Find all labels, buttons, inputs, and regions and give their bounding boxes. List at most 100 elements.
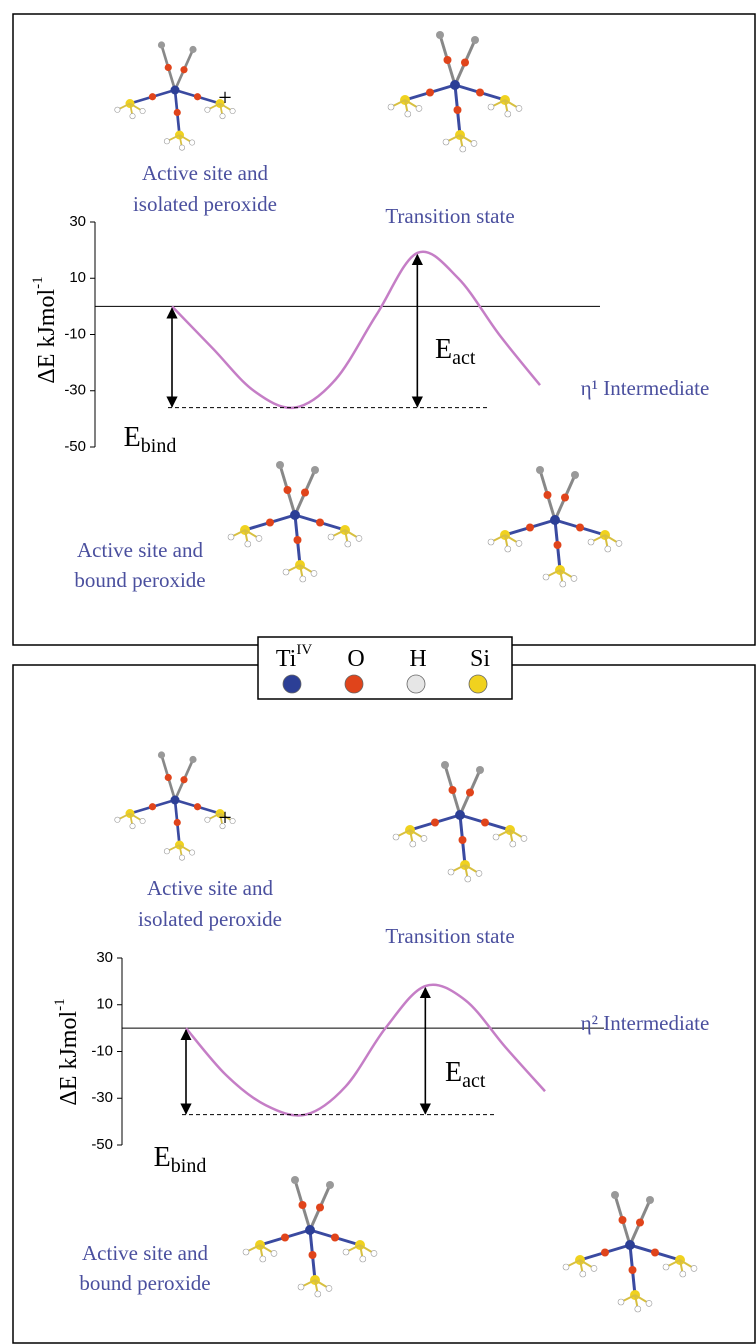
atom xyxy=(331,1234,339,1242)
atom xyxy=(171,86,180,95)
atom xyxy=(245,541,251,547)
y-tick-label: 10 xyxy=(96,996,113,1013)
reactant-label: Active site and xyxy=(147,876,273,900)
atom xyxy=(194,803,201,810)
atom xyxy=(294,536,302,544)
atom xyxy=(410,841,416,847)
y-tick-label: -30 xyxy=(64,382,86,399)
atom xyxy=(393,834,399,840)
atom xyxy=(580,1271,586,1277)
energy-curve xyxy=(186,985,545,1116)
intermediate-label: η¹ Intermediate xyxy=(581,376,710,400)
atom xyxy=(516,105,522,111)
reactant-label: isolated peroxide xyxy=(133,192,277,216)
atom xyxy=(601,1249,609,1257)
bound-label: Active site and xyxy=(82,1241,208,1265)
atom xyxy=(560,581,566,587)
e-text: E xyxy=(445,1057,462,1088)
atom xyxy=(526,524,534,532)
atom xyxy=(300,576,306,582)
atom xyxy=(149,93,156,100)
atom xyxy=(449,786,457,794)
reactant-label: isolated peroxide xyxy=(138,907,282,931)
atom xyxy=(315,1291,321,1297)
atom xyxy=(164,139,169,144)
atom xyxy=(544,491,552,499)
legend-text: Si xyxy=(470,646,490,672)
molecule xyxy=(393,761,527,882)
atom xyxy=(311,466,319,474)
e-text: E xyxy=(124,422,141,453)
atom xyxy=(158,751,165,758)
y-tick-label: 10 xyxy=(69,269,86,286)
atom xyxy=(646,1300,652,1306)
atom xyxy=(174,109,181,116)
legend-label: H xyxy=(409,646,426,672)
atom xyxy=(571,471,579,479)
binding-label: Ebind xyxy=(124,422,177,456)
atom xyxy=(180,776,187,783)
legend-swatch xyxy=(345,675,363,693)
atom xyxy=(189,850,194,855)
y-label-text: ΔE kJmol xyxy=(56,1011,82,1106)
atom xyxy=(448,869,454,875)
atom xyxy=(283,569,289,575)
atom xyxy=(180,66,187,73)
atom xyxy=(189,756,196,763)
atom xyxy=(459,836,467,844)
e-text: E xyxy=(435,334,452,365)
plus-sign: + xyxy=(218,86,232,112)
atom xyxy=(431,819,439,827)
atom xyxy=(646,1196,654,1204)
y-tick-label: -10 xyxy=(91,1042,113,1059)
atom xyxy=(266,519,274,527)
e-sub: act xyxy=(462,1070,486,1092)
molecule xyxy=(243,1176,377,1297)
atom xyxy=(576,524,584,532)
atom xyxy=(476,766,484,774)
atom xyxy=(493,834,499,840)
atom xyxy=(130,113,135,118)
atom xyxy=(629,1266,637,1274)
atom xyxy=(164,849,169,854)
atom xyxy=(680,1271,686,1277)
atom xyxy=(605,546,611,552)
e-sub: bind xyxy=(141,435,177,457)
molecule xyxy=(488,466,622,587)
atom xyxy=(505,546,511,552)
atom xyxy=(281,1234,289,1242)
atom xyxy=(588,539,594,545)
atom xyxy=(328,534,334,540)
legend-label: O xyxy=(347,646,364,672)
atom xyxy=(450,80,460,90)
molecule xyxy=(388,31,522,152)
atom xyxy=(291,1176,299,1184)
atom xyxy=(311,570,317,576)
atom xyxy=(505,111,511,117)
atom xyxy=(276,461,284,469)
atom xyxy=(488,539,494,545)
atom xyxy=(426,89,434,97)
atom xyxy=(510,841,516,847)
legend-swatch xyxy=(469,675,487,693)
atom xyxy=(220,113,225,118)
molecule xyxy=(563,1191,697,1312)
y-tick-label: -50 xyxy=(91,1136,113,1153)
atom xyxy=(115,817,120,822)
atom xyxy=(174,819,181,826)
reactant-label: Active site and xyxy=(142,161,268,185)
legend-text: H xyxy=(409,646,426,672)
atom xyxy=(635,1306,641,1312)
atom xyxy=(301,489,309,497)
atom xyxy=(316,519,324,527)
atom xyxy=(140,818,145,823)
atom xyxy=(326,1181,334,1189)
energy-curve xyxy=(172,252,540,408)
y-axis-label: ΔE kJmol-1 xyxy=(52,998,81,1105)
page: {"chart_data":[ {"type":"line","y_label"… xyxy=(0,0,756,1344)
e-sub: act xyxy=(452,347,476,369)
legend-swatch xyxy=(283,675,301,693)
atom xyxy=(205,107,210,112)
atom xyxy=(165,64,172,71)
atom xyxy=(416,105,422,111)
